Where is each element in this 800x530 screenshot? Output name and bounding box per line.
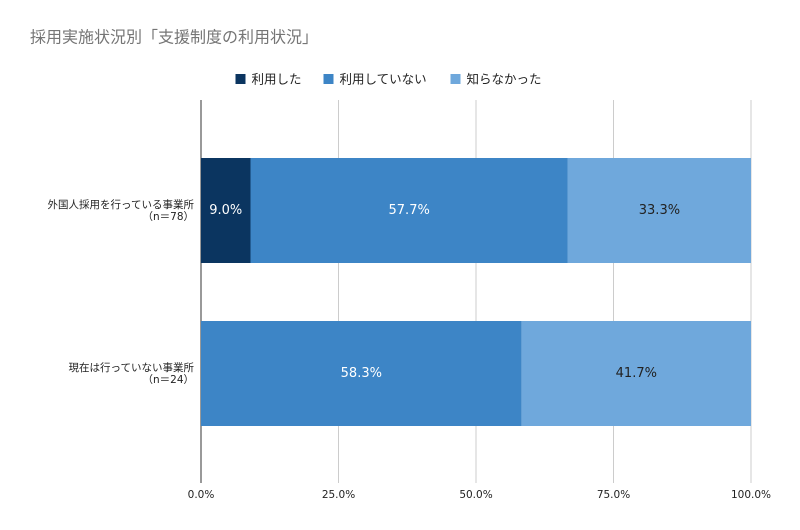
bar-segment <box>201 321 522 426</box>
legend-swatch <box>235 74 246 84</box>
bar-segment <box>250 158 568 263</box>
value-label: 9.0% <box>209 203 242 218</box>
bar-segment <box>201 158 251 263</box>
x-tick-label: 25.0% <box>322 489 355 501</box>
x-tick-label: 50.0% <box>459 489 492 501</box>
x-tick-label: 100.0% <box>731 489 771 501</box>
legend-label: 知らなかった <box>467 72 542 87</box>
x-tick-label: 0.0% <box>188 489 215 501</box>
legend-label: 利用した <box>252 72 302 87</box>
y-tick-label: 外国人採用を行っている事業所 （n＝78） <box>47 198 194 223</box>
value-label: 58.3% <box>341 366 382 381</box>
value-label: 33.3% <box>639 203 680 218</box>
value-label: 41.7% <box>616 366 657 381</box>
legend-label: 利用していない <box>340 72 427 87</box>
y-tick-label: 現在は行っていない事業所 （n＝24） <box>68 361 194 386</box>
value-label: 57.7% <box>389 203 430 218</box>
bar-segment <box>521 321 751 426</box>
legend-swatch <box>450 74 461 84</box>
bar-segment <box>567 158 751 263</box>
x-tick-label: 75.0% <box>597 489 630 501</box>
legend-swatch <box>323 74 334 84</box>
chart-title: 採用実施状況別「支援制度の利用状況」 <box>30 28 318 47</box>
